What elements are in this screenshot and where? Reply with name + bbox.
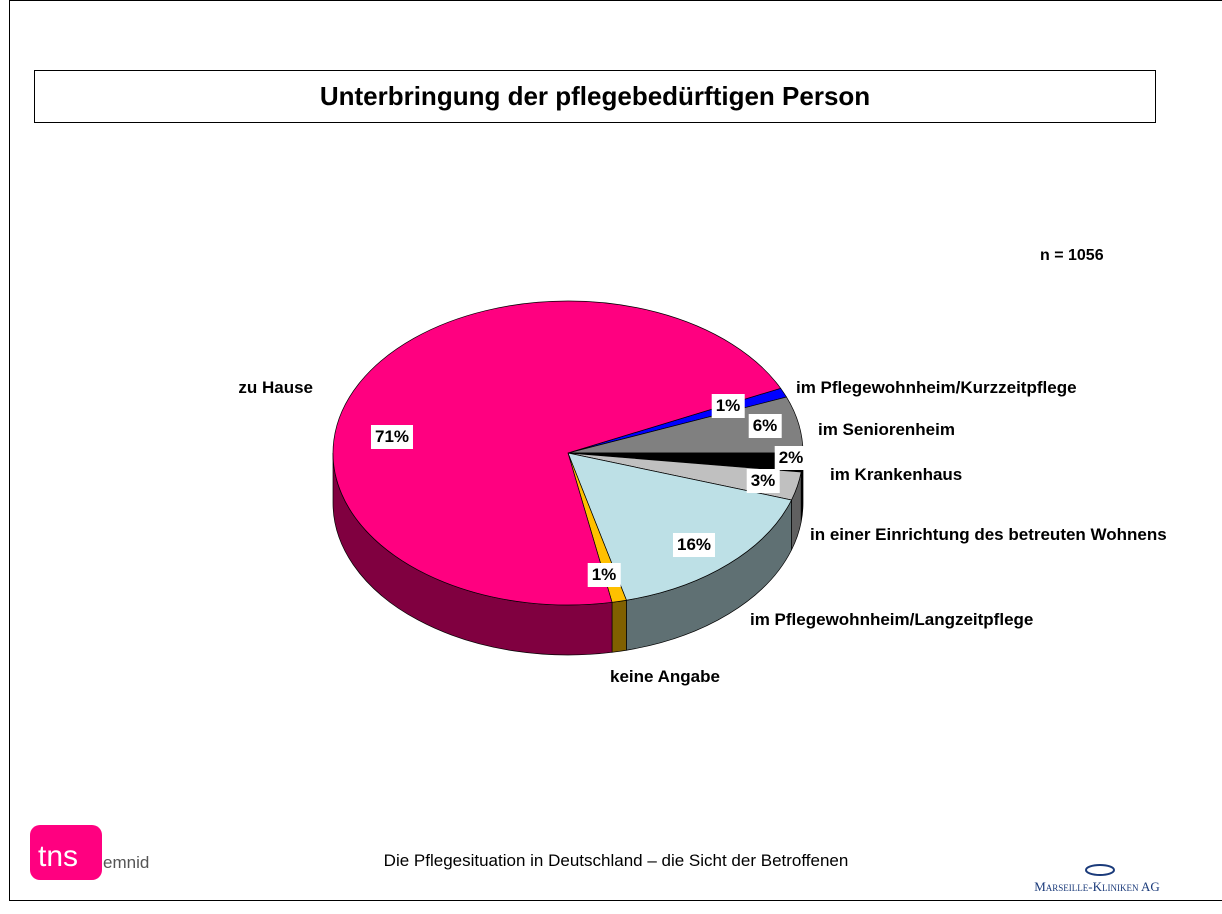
category-label: im Pflegewohnheim/Kurzzeitpflege bbox=[796, 378, 1077, 397]
category-label: im Seniorenheim bbox=[818, 420, 955, 439]
slice-side bbox=[611, 599, 627, 653]
logo-left bbox=[30, 825, 102, 880]
logo-left-text: tns bbox=[38, 840, 78, 873]
category-label: im Pflegewohnheim/Langzeitpflege bbox=[750, 610, 1034, 629]
data-label: 16% bbox=[672, 533, 716, 557]
category-label: keine Angabe bbox=[610, 667, 720, 686]
logo-right: Marseille-Kliniken AG bbox=[1034, 879, 1160, 894]
logo-right-icon bbox=[1085, 864, 1115, 876]
data-label: 2% bbox=[774, 446, 808, 470]
title-box bbox=[34, 70, 1156, 123]
sample-size: n = 1056 bbox=[1040, 247, 1104, 264]
data-label: 71% bbox=[370, 425, 414, 449]
chart-title: Unterbringung der pflegebedürftigen Pers… bbox=[320, 81, 870, 111]
category-label: im Krankenhaus bbox=[830, 465, 963, 484]
footer-text: Die Pflegesituation in Deutschland – die… bbox=[384, 851, 849, 870]
category-label: in einer Einrichtung des betreuten Wohne… bbox=[810, 525, 1167, 544]
data-label: 1% bbox=[587, 563, 621, 587]
data-label: 6% bbox=[748, 414, 782, 438]
slice bbox=[332, 300, 782, 606]
data-label: 3% bbox=[746, 469, 780, 493]
slice bbox=[567, 452, 793, 601]
category-label: zu Hause bbox=[238, 378, 313, 397]
data-label: 1% bbox=[711, 394, 745, 418]
logo-left-sub: emnid bbox=[103, 853, 149, 872]
